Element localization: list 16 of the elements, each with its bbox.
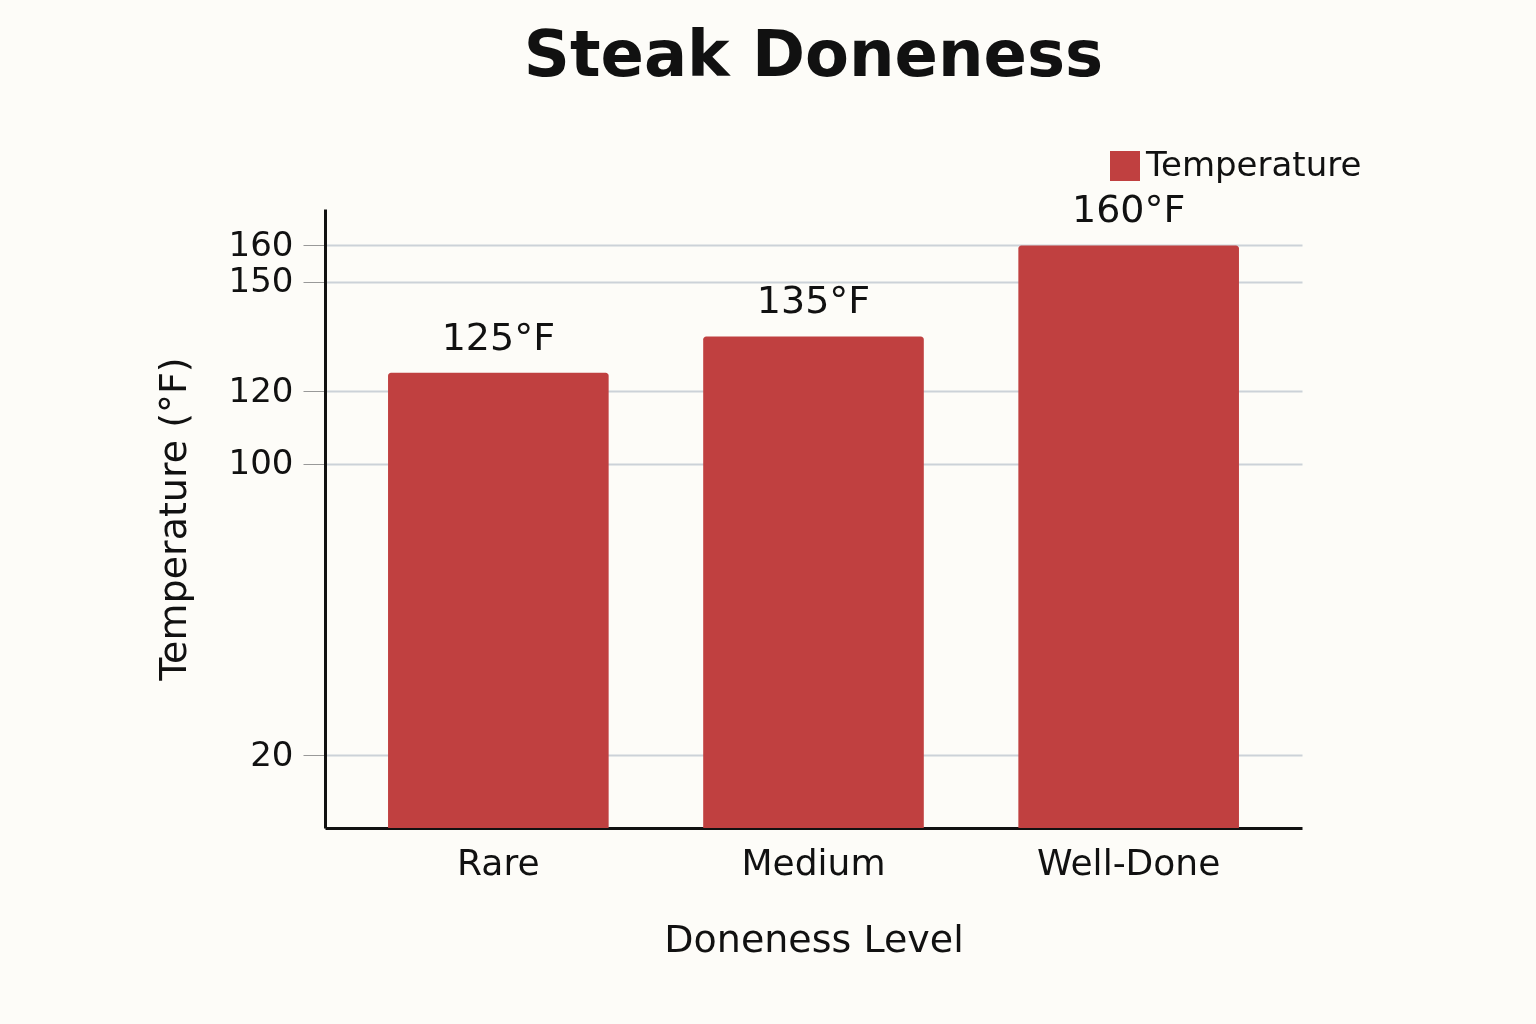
bar bbox=[1018, 245, 1239, 828]
chart-title: Steak Doneness bbox=[523, 17, 1104, 91]
data-label: 125°F bbox=[441, 314, 556, 359]
y-tick-label: 20 bbox=[250, 733, 294, 774]
y-axis-title: Temperature (°F) bbox=[150, 357, 195, 682]
y-tick-label: 100 bbox=[228, 442, 294, 483]
x-tick-label: Well-Done bbox=[1036, 841, 1221, 883]
data-label: 135°F bbox=[756, 278, 871, 323]
x-tick-label: Medium bbox=[741, 841, 886, 883]
x-tick-label: Rare bbox=[457, 841, 540, 883]
data-label: 160°F bbox=[1071, 187, 1186, 232]
x-axis-title: Doneness Level bbox=[664, 916, 964, 961]
y-tick-label: 120 bbox=[228, 369, 294, 410]
bar bbox=[703, 336, 924, 828]
bar bbox=[388, 372, 609, 828]
legend-label: Temperature bbox=[1145, 144, 1362, 184]
